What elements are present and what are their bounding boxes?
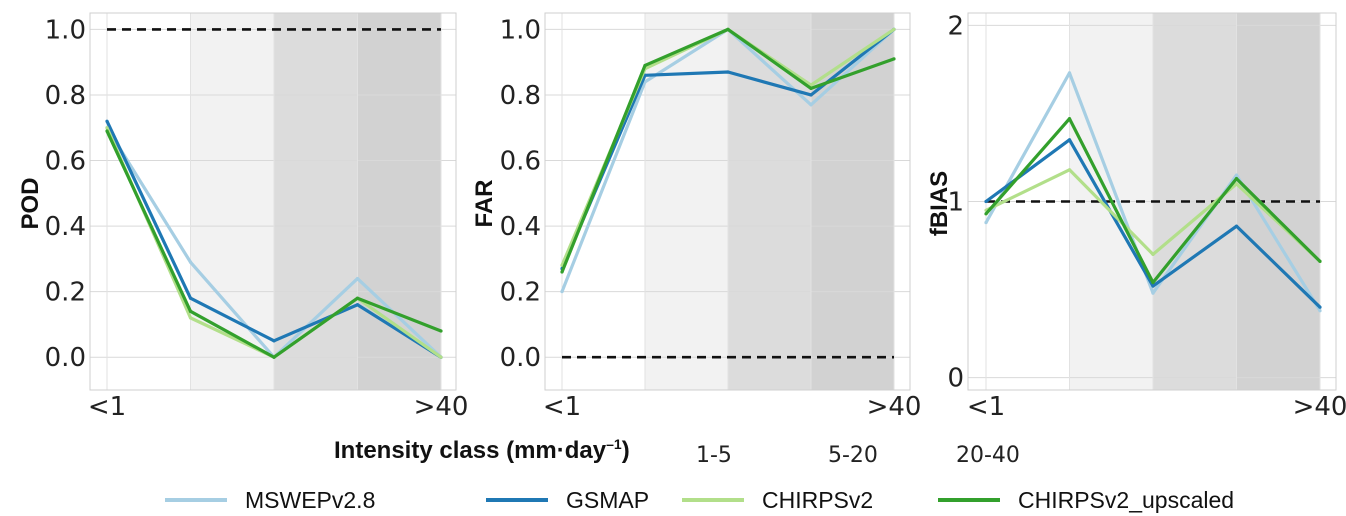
far-data-point <box>560 270 564 274</box>
pod-ytick-label: 0.2 <box>45 278 86 308</box>
fbias-data-point <box>1234 176 1239 181</box>
pod-xtick-label: >40 <box>414 392 469 422</box>
fbias-data-point <box>1234 224 1239 228</box>
legend-item-chirps: CHIRPSv2 <box>682 484 873 516</box>
far-ytick-label: 0.6 <box>500 147 541 177</box>
far-data-point <box>892 57 896 61</box>
pod-frame <box>89 12 457 391</box>
pod-data-point <box>272 355 276 359</box>
pod-ytick-label: 0.8 <box>45 81 86 111</box>
far-ytick-label: 1.0 <box>500 15 541 45</box>
far-frame <box>544 12 911 391</box>
far-ytick-label: 0.4 <box>500 212 541 242</box>
fbias-frame <box>967 12 1337 391</box>
far-data-point <box>560 290 564 294</box>
far-data-point <box>809 93 813 97</box>
fbias-data-point <box>1067 117 1072 121</box>
legend-swatch-chirps <box>682 498 744 502</box>
pod-data-point <box>105 119 109 123</box>
fbias-ytick-label: 2 <box>947 11 964 41</box>
fbias-data-point <box>984 199 988 204</box>
pod-ytick-label: 0.6 <box>45 147 86 177</box>
legend-label-mswep: MSWEPv2.8 <box>245 486 376 513</box>
fbias-data-point <box>1234 173 1239 177</box>
legend-label-gsmap: GSMAP <box>566 486 650 513</box>
far-y-axis-label: FAR <box>471 180 498 228</box>
pod-data-point <box>105 129 109 133</box>
fbias-data-point <box>1067 168 1072 172</box>
fbias-ytick-label: 1 <box>947 188 964 218</box>
x-axis-title: Intensity class (mm·day–1) <box>334 436 630 464</box>
legend-item-chirps-upscaled: CHIRPSv2_upscaled <box>938 484 1234 516</box>
far-ytick-label: 0.0 <box>500 343 541 373</box>
fbias-xtick-label: >40 <box>1293 392 1346 422</box>
far-ytick-label: 0.2 <box>500 278 541 308</box>
far-data-point <box>726 70 730 74</box>
shade-key-5-20: 5-20 <box>828 443 878 468</box>
fbias-data-point <box>984 212 988 216</box>
far-data-point <box>809 103 813 107</box>
far-shade-3 <box>811 13 894 390</box>
fbias-ytick-label: 0 <box>947 364 964 394</box>
fbias-data-point <box>1151 291 1155 295</box>
far-data-point <box>726 27 730 31</box>
fbias-data-point <box>1318 309 1322 313</box>
pod-ytick-label: 0.0 <box>45 343 86 373</box>
pod-ytick-label: 0.4 <box>45 212 86 242</box>
pod-shade-2 <box>274 13 358 390</box>
pod-data-point <box>439 355 443 359</box>
pod-data-point <box>355 276 360 281</box>
fbias-data-point <box>1151 252 1155 256</box>
far-xtick-label: >40 <box>867 392 922 422</box>
shade-key-20-40: 20-40 <box>956 443 1020 468</box>
legend-swatch-mswep <box>165 498 227 502</box>
pod-xtick-label: <1 <box>88 392 126 422</box>
legend-label-chirps-upscaled: CHIRPSv2_upscaled <box>1018 486 1235 513</box>
pod-ytick-label: 1.0 <box>45 15 86 45</box>
far-shade-2 <box>728 13 811 390</box>
fbias-data-point <box>1318 259 1322 263</box>
legend-swatch-chirps-upscaled <box>938 498 1000 502</box>
fbias-data-point <box>1318 305 1322 309</box>
pod-data-point <box>188 296 193 300</box>
shade-key-1-5: 1-5 <box>696 443 732 468</box>
far-data-point <box>892 27 896 31</box>
far-xtick-label: <1 <box>543 392 581 422</box>
pod-data-point <box>355 303 360 307</box>
pod-data-point <box>439 329 443 333</box>
pod-data-point <box>272 339 276 343</box>
pod-y-axis-label: POD <box>17 177 44 229</box>
fbias-y-axis-label: fBIAS <box>926 171 953 236</box>
pod-data-point <box>188 316 193 320</box>
pod-data-point <box>355 296 360 300</box>
far-ytick-label: 0.8 <box>500 81 541 111</box>
far-shade-1 <box>645 13 728 390</box>
fbias-data-point <box>1151 284 1155 288</box>
fbias-data-point <box>1067 71 1072 75</box>
legend-label-chirps: CHIRPSv2 <box>762 486 874 513</box>
pod-shade-1 <box>190 13 274 390</box>
fbias-data-point <box>984 221 988 225</box>
fbias-data-point <box>1067 138 1072 142</box>
pod-shade-3 <box>357 13 441 390</box>
fbias-xtick-label: <1 <box>967 392 1005 422</box>
legend-item-gsmap: GSMAP <box>486 484 649 516</box>
legend-swatch-gsmap <box>486 498 548 502</box>
fbias-data-point <box>1234 182 1239 186</box>
pod-data-point <box>105 126 109 130</box>
pod-data-point <box>188 260 193 264</box>
pod-data-point <box>188 309 193 313</box>
fbias-data-point <box>1151 280 1155 285</box>
far-data-point <box>809 86 813 90</box>
legend-item-mswep: MSWEPv2.8 <box>165 484 375 516</box>
far-data-point <box>643 63 647 68</box>
figure-panels: 0.0 0.2 0.4 0.6 0.8 1.0 <1 >40 POD 0.0 0.2 0.4 0.6 0.… <box>17 11 1346 422</box>
